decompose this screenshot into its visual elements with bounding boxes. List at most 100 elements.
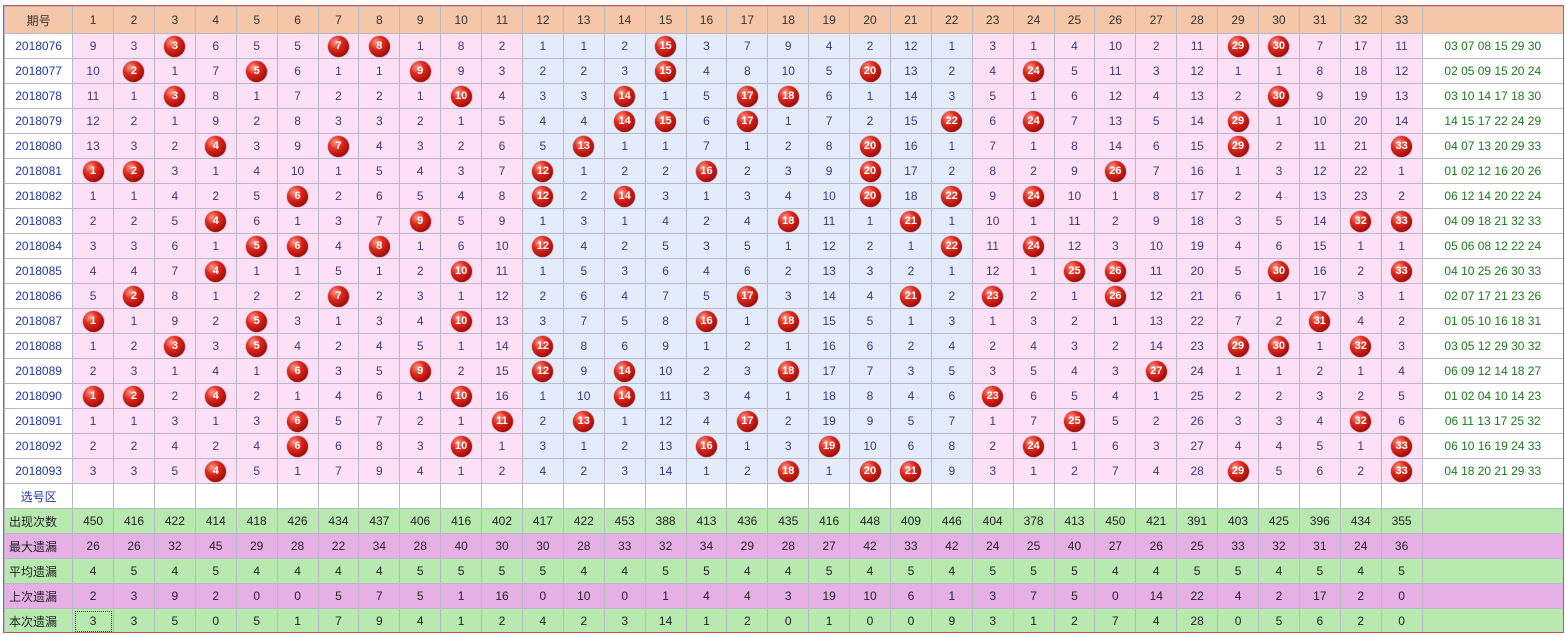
omission-cell: 14: [603, 358, 646, 384]
number-header-13[interactable]: 13: [562, 6, 605, 34]
select-cell-19[interactable]: [808, 483, 851, 509]
issue-number[interactable]: 2018078: [4, 83, 74, 109]
select-cell-31[interactable]: [1298, 483, 1341, 509]
select-cell-26[interactable]: [1094, 483, 1137, 509]
number-header-24[interactable]: 24: [1012, 6, 1055, 34]
number-header-33[interactable]: 33: [1380, 6, 1423, 34]
select-cell-17[interactable]: [726, 483, 769, 509]
number-header-23[interactable]: 23: [971, 6, 1014, 34]
number-header-11[interactable]: 11: [481, 6, 523, 34]
omission-cell: 5: [235, 233, 278, 259]
number-header-16[interactable]: 16: [685, 6, 728, 34]
issue-number[interactable]: 2018079: [4, 108, 74, 134]
omission-cell: 1: [317, 158, 360, 184]
select-cell-18[interactable]: [767, 483, 810, 509]
stat-value: 5: [153, 608, 196, 632]
select-cell-3[interactable]: [153, 483, 196, 509]
number-header-7[interactable]: 7: [317, 6, 360, 34]
issue-number[interactable]: 2018086: [4, 283, 74, 309]
select-cell-9[interactable]: [399, 483, 442, 509]
number-header-6[interactable]: 6: [276, 6, 319, 34]
select-cell-29[interactable]: [1217, 483, 1259, 509]
number-header-17[interactable]: 17: [726, 6, 769, 34]
omission-cell: 9: [399, 58, 442, 84]
number-header-21[interactable]: 21: [889, 6, 932, 34]
omission-cell: 9: [440, 58, 483, 84]
number-header-19[interactable]: 19: [808, 6, 851, 34]
select-cell-6[interactable]: [276, 483, 319, 509]
select-cell-24[interactable]: [1012, 483, 1055, 509]
issue-header[interactable]: 期号: [4, 6, 74, 34]
select-cell-2[interactable]: [113, 483, 155, 509]
number-header-1[interactable]: 1: [72, 6, 115, 34]
number-header-26[interactable]: 26: [1094, 6, 1137, 34]
issue-number[interactable]: 2018083: [4, 208, 74, 234]
number-header-10[interactable]: 10: [440, 6, 483, 34]
number-header-31[interactable]: 31: [1298, 6, 1341, 34]
number-header-29[interactable]: 29: [1217, 6, 1259, 34]
select-cell-21[interactable]: [889, 483, 932, 509]
select-cell-32[interactable]: [1339, 483, 1382, 509]
number-header-9[interactable]: 9: [399, 6, 442, 34]
select-cell-25[interactable]: [1053, 483, 1096, 509]
number-header-8[interactable]: 8: [358, 6, 401, 34]
select-cell-4[interactable]: [194, 483, 237, 509]
issue-number[interactable]: 2018084: [4, 233, 74, 259]
issue-number[interactable]: 2018080: [4, 133, 74, 159]
select-cell-33[interactable]: [1380, 483, 1423, 509]
select-cell-20[interactable]: [849, 483, 891, 509]
issue-number[interactable]: 2018088: [4, 333, 74, 359]
omission-cell: 2: [113, 158, 155, 184]
number-header-25[interactable]: 25: [1053, 6, 1096, 34]
number-header-4[interactable]: 4: [194, 6, 237, 34]
issue-number[interactable]: 2018085: [4, 258, 74, 284]
number-header-22[interactable]: 22: [930, 6, 973, 34]
number-header-27[interactable]: 27: [1135, 6, 1178, 34]
select-cell-1[interactable]: [72, 483, 115, 509]
select-cell-28[interactable]: [1176, 483, 1219, 509]
issue-number[interactable]: 2018087: [4, 308, 74, 334]
select-cell-27[interactable]: [1135, 483, 1178, 509]
select-cell-16[interactable]: [685, 483, 728, 509]
stat-value: 40: [440, 533, 483, 559]
issue-number[interactable]: 2018089: [4, 358, 74, 384]
select-cell-30[interactable]: [1257, 483, 1300, 509]
issue-number[interactable]: 2018077: [4, 58, 74, 84]
select-cell-10[interactable]: [440, 483, 483, 509]
issue-number[interactable]: 2018076: [4, 33, 74, 59]
omission-cell: 9: [276, 133, 319, 159]
number-header-14[interactable]: 14: [603, 6, 646, 34]
omission-cell: 6: [276, 433, 319, 459]
number-header-32[interactable]: 32: [1339, 6, 1382, 34]
select-cell-5[interactable]: [235, 483, 278, 509]
number-header-18[interactable]: 18: [767, 6, 810, 34]
omission-cell: 8: [481, 183, 523, 209]
issue-number[interactable]: 2018090: [4, 383, 74, 409]
issue-number[interactable]: 2018093: [4, 458, 74, 484]
drawn-ball: 1: [82, 160, 104, 182]
number-header-12[interactable]: 12: [521, 6, 564, 34]
select-cell-11[interactable]: [481, 483, 523, 509]
number-header-5[interactable]: 5: [235, 6, 278, 34]
number-header-3[interactable]: 3: [153, 6, 196, 34]
select-cell-15[interactable]: [644, 483, 687, 509]
number-header-30[interactable]: 30: [1257, 6, 1300, 34]
select-cell-22[interactable]: [930, 483, 973, 509]
select-cell-12[interactable]: [521, 483, 564, 509]
select-cell-14[interactable]: [603, 483, 646, 509]
stat-value: 4: [685, 583, 728, 609]
issue-number[interactable]: 2018092: [4, 433, 74, 459]
select-cell-23[interactable]: [971, 483, 1014, 509]
select-cell-7[interactable]: [317, 483, 360, 509]
omission-cell: 13: [72, 133, 115, 159]
select-cell-8[interactable]: [358, 483, 401, 509]
issue-number[interactable]: 2018091: [4, 408, 74, 434]
issue-number[interactable]: 2018082: [4, 183, 74, 209]
number-header-15[interactable]: 15: [644, 6, 687, 34]
number-header-2[interactable]: 2: [113, 6, 155, 34]
number-header-28[interactable]: 28: [1176, 6, 1219, 34]
issue-number[interactable]: 2018081: [4, 158, 74, 184]
drawn-ball: 23: [982, 285, 1004, 307]
number-header-20[interactable]: 20: [849, 6, 891, 34]
select-cell-13[interactable]: [562, 483, 605, 509]
